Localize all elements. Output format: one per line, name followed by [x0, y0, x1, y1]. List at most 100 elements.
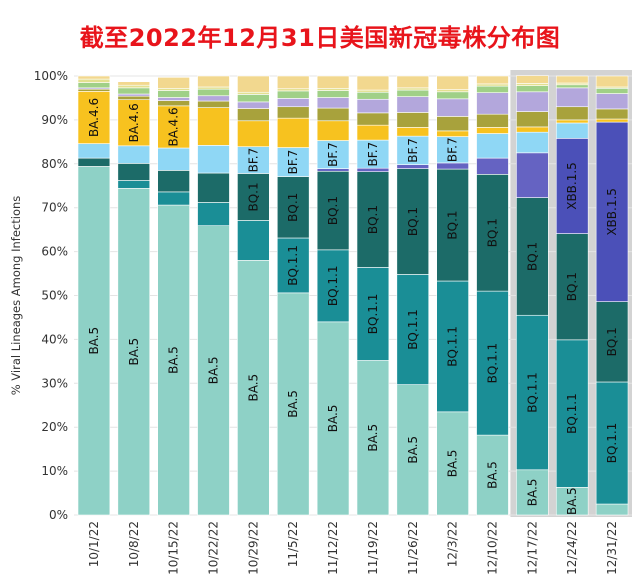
bar-segment-BA.4.6: [276, 117, 310, 148]
bar-label: BF.7: [446, 137, 460, 162]
bar-segment-BA.4.6: [476, 127, 509, 134]
bar-segment-BQ.1.1: [237, 220, 270, 261]
bar-segment-BQ.1: [476, 174, 509, 292]
bar-segment-BA.2.75: [77, 82, 111, 89]
bar-segment-BA.2: [595, 75, 629, 88]
bar-segment-BA.4: [396, 87, 430, 91]
bar-label: BA.5: [127, 338, 141, 366]
y-tick-label: 90%: [41, 113, 68, 127]
bar-segment-BA.2.75.2: [516, 111, 549, 128]
bar-segment-BA.2.75: [396, 89, 430, 97]
bar-segment-BA.2.75: [555, 84, 589, 89]
bar-segment-BA.4.6: [237, 120, 270, 147]
bar-segment-BA.4.6: [555, 119, 589, 124]
bar-label: BQ.1.1: [446, 326, 460, 367]
bar-segment-BA.4.6: [197, 107, 230, 146]
bar-label: BF.7: [366, 142, 380, 167]
bar-segment-BQ.1: [197, 172, 230, 203]
bar-segment-BQ.1: [77, 157, 111, 167]
bar-segment-BQ.1: [356, 171, 390, 268]
bar-segment-BN.1: [117, 93, 151, 97]
bar-segment-BA.4: [117, 84, 151, 89]
bar-label: BQ.1: [246, 182, 260, 211]
bar-label: BA.5: [326, 405, 340, 433]
bar-label: BQ.1.1: [366, 294, 380, 335]
bar-label: BA.5: [87, 327, 101, 355]
bar-label: BA.4.6: [87, 98, 101, 137]
bar-segment-BA.2.75.2: [555, 106, 589, 121]
bar-segment-BN.1: [555, 87, 589, 108]
bar-segment-BA.2.75: [117, 87, 151, 95]
y-tick-label: 80%: [41, 157, 68, 171]
bar-segment-BQ.1.1: [516, 314, 549, 471]
bar-segment-BA.5: [396, 384, 430, 516]
x-tick-label: 10/15/22: [167, 521, 181, 575]
bar-segment-BQ.1: [595, 301, 629, 383]
x-tick-label: 12/10/22: [486, 521, 500, 575]
y-tick-label: 20%: [41, 420, 68, 434]
bar-segment-BA.2: [516, 75, 549, 84]
x-tick-label: 12/31/22: [605, 521, 619, 575]
bar-label: BQ.1.1: [486, 343, 500, 384]
bar-segment-BQ.1: [237, 173, 270, 221]
bar-segment-BA.2.75: [197, 88, 230, 97]
bar-segment-BF.7: [555, 122, 589, 139]
y-tick-label: 40%: [41, 332, 68, 346]
bar-segment-BA.4: [276, 88, 310, 92]
bar-label: BQ.1: [446, 210, 460, 239]
bar-segment-BA.2: [436, 75, 469, 90]
bar-segment-BN.1: [276, 98, 310, 108]
bar-label: XBB.1.5: [605, 188, 619, 236]
bar-segment-BA.5: [436, 411, 469, 516]
bar-segment-BN.1: [157, 97, 190, 101]
bar-segment-BA.2.75: [516, 85, 549, 93]
bar-segment-BA.2.75.2: [276, 106, 310, 119]
bar-label: BA.5: [167, 346, 181, 374]
bar-label: BF.7: [286, 150, 300, 175]
bar-segment-BF.7: [516, 131, 549, 154]
bar-segment-BA.4.6: [396, 127, 430, 137]
x-tick-label: 10/22/22: [207, 521, 221, 575]
bar-segment-BF.7: [436, 136, 469, 164]
bar-label: XBB.1.5: [565, 162, 579, 210]
bar-segment-BF.7: [117, 145, 151, 164]
bar-label: BQ.1: [406, 207, 420, 236]
bar-segment-BA.5: [555, 487, 589, 516]
bar-segment-BA.2: [237, 75, 270, 93]
bar-segment-BF.7: [237, 146, 270, 174]
bar-segment-BF.7: [316, 140, 350, 169]
bar-segment-BA.5: [316, 321, 350, 516]
x-tick-label: 12/17/22: [525, 521, 539, 575]
bar-segment-BN.1: [436, 98, 469, 117]
bar-segment-BN.1: [396, 96, 430, 113]
bar-segment-BA.2: [157, 77, 190, 89]
bar-segment-BF.7: [77, 143, 111, 159]
bar-label: BA.5: [246, 374, 260, 402]
chart-title: 截至2022年12月31日美国新冠毒株分布图: [79, 24, 561, 52]
y-tick-label: 70%: [41, 201, 68, 215]
bar-segment-BA.2: [316, 75, 350, 89]
bar-segment-BA.2.75: [436, 91, 469, 100]
bar-segment-BA.4.6: [356, 124, 390, 141]
bar-label: BQ.1: [565, 272, 579, 301]
bar-segment-BA.4: [197, 86, 230, 90]
bar-segment-BA.2.75.2: [595, 108, 629, 120]
x-tick-label: 11/12/22: [326, 521, 340, 575]
bar-segment-XBB: [476, 157, 509, 175]
bar-segment-BA.2.75.2: [157, 100, 190, 107]
bar-segment-BN.1: [197, 95, 230, 102]
bar-label: BQ.1.1: [525, 372, 539, 413]
y-tick-label: 30%: [41, 376, 68, 390]
bar-segment-BF.7: [476, 133, 509, 159]
bar-segment-BA.5: [117, 188, 151, 516]
x-tick-label: 11/5/22: [286, 521, 300, 567]
bar-segment-BA.2.75: [356, 91, 390, 100]
bar-segment-BA.4.6: [117, 99, 151, 147]
bar-label: BQ.1: [326, 196, 340, 225]
bar-segment-BA.4: [237, 91, 270, 95]
bar-segment-BA.2.75.2: [316, 107, 350, 122]
bar-segment-BA.2.75: [276, 90, 310, 99]
bar-segment-BQ.1: [436, 168, 469, 282]
